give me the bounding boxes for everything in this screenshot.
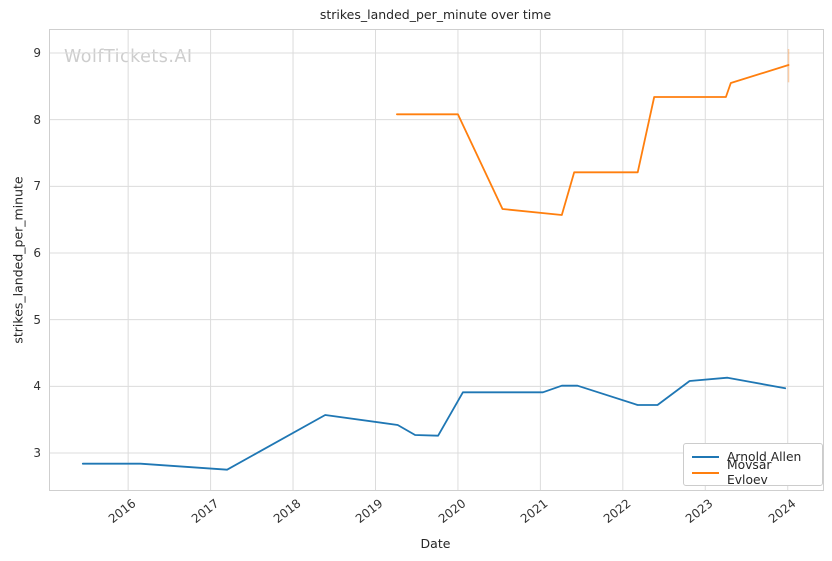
series-line-movsar-evloev [395, 64, 789, 216]
x-tick-label: 2017 [188, 496, 222, 527]
x-tick-label: 2016 [105, 496, 139, 527]
x-tick-label: 2022 [600, 496, 634, 527]
chart-title: strikes_landed_per_minute over time [319, 7, 552, 22]
x-tick-label: 2018 [270, 496, 304, 527]
x-tick-label: 2019 [353, 496, 387, 527]
legend-label-movsar-evloev: Movsar Evloev [727, 458, 772, 487]
legend-line-swatch-orange [692, 471, 719, 475]
y-tick-label: 7 [33, 179, 41, 194]
legend-line-swatch-blue [692, 455, 719, 459]
x-tick-label: 2024 [765, 496, 799, 527]
legend: Arnold Allen Movsar Evloev [683, 443, 823, 487]
legend-item-movsar-evloev: Movsar Evloev [692, 458, 814, 487]
series-line-arnold-allen [81, 376, 786, 471]
plot-area [48, 29, 824, 491]
x-tick-label: 2023 [683, 496, 716, 527]
plot-border [48, 29, 824, 491]
y-tick-label: 4 [33, 379, 41, 394]
y-tick-label: 9 [33, 46, 41, 60]
x-axis-label: Date [420, 536, 451, 551]
y-tick-label: 8 [33, 112, 41, 127]
y-tick-label: 3 [33, 446, 41, 460]
y-tick-label: 5 [33, 312, 41, 327]
legend-label-arnold-allen: Arnold Allen [727, 449, 802, 464]
legend-item-arnold-allen: Arnold Allen [692, 449, 814, 465]
x-tick-label: 2020 [435, 496, 469, 527]
y-tick-label: 6 [33, 246, 41, 260]
x-tick-label: 2021 [518, 496, 551, 527]
